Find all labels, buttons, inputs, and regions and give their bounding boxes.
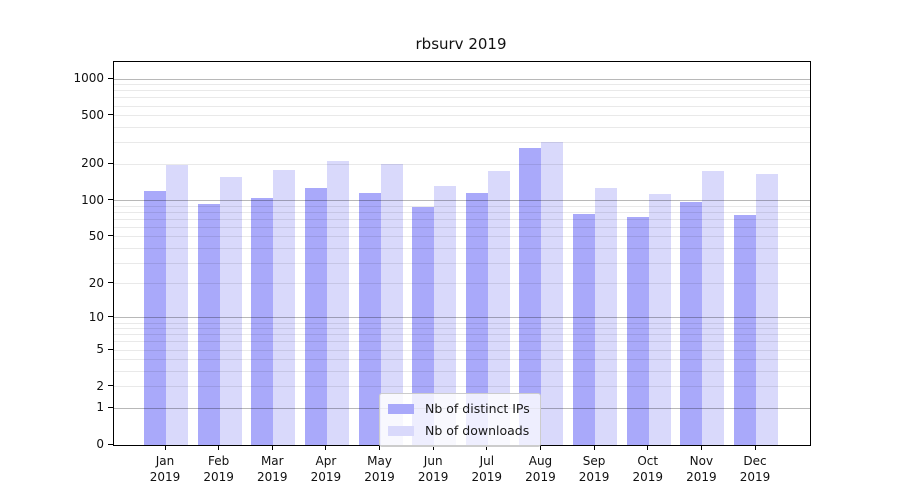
y-axis-tick-mark xyxy=(108,282,113,284)
legend-swatch-downloads-icon xyxy=(388,425,414,436)
bar-distinct-ips-nov xyxy=(680,202,703,445)
x-axis-tick-label: Nov 2019 xyxy=(686,454,717,485)
x-axis-tick-mark xyxy=(539,445,541,450)
y-axis-tick-label: 20 xyxy=(88,275,104,290)
y-axis-tick-label: 5 xyxy=(96,342,104,357)
y-axis-tick-mark xyxy=(108,199,113,201)
bar-downloads-feb xyxy=(219,176,242,445)
bar-distinct-ips-dec xyxy=(734,214,756,445)
y-axis-tick-mark xyxy=(108,348,113,350)
x-axis-tick-label: Aug 2019 xyxy=(525,454,556,485)
x-axis-tick-mark xyxy=(271,445,273,450)
x-axis-tick-mark xyxy=(754,445,756,450)
x-axis-tick-mark xyxy=(325,445,327,450)
y-axis-tick-label: 1 xyxy=(96,400,104,415)
x-axis-tick-mark xyxy=(593,445,595,450)
bar-downloads-oct xyxy=(648,193,671,445)
x-axis-tick-mark xyxy=(486,445,488,450)
y-axis-tick-mark xyxy=(108,235,113,237)
y-axis-tick-mark xyxy=(108,406,113,408)
legend: Nb of distinct IPs Nb of downloads xyxy=(379,393,541,447)
bar-downloads-apr xyxy=(326,161,349,445)
bar-downloads-mar xyxy=(273,169,296,445)
x-axis-tick-mark xyxy=(218,445,220,450)
y-axis-tick-mark xyxy=(108,77,113,79)
bar-downloads-jun xyxy=(434,186,457,445)
bar-distinct-ips-oct xyxy=(626,217,649,445)
x-axis-tick-label: May 2019 xyxy=(364,454,395,485)
x-axis-tick-mark xyxy=(647,445,649,450)
x-axis-tick-label: Mar 2019 xyxy=(256,454,288,485)
y-axis-tick-mark xyxy=(108,114,113,116)
x-axis-tick-label: Jun 2019 xyxy=(417,454,449,485)
x-axis-tick-label: Oct 2019 xyxy=(632,454,663,485)
bar-distinct-ips-sep xyxy=(573,213,596,445)
bar-distinct-ips-jun xyxy=(412,207,435,445)
x-axis-tick-label: Sep 2019 xyxy=(578,454,610,485)
legend-swatch-distinct-ips-icon xyxy=(388,403,414,414)
x-axis-tick-mark xyxy=(700,445,702,450)
bar-distinct-ips-apr xyxy=(304,187,327,445)
plot-area: Nb of distinct IPs Nb of downloads xyxy=(113,61,811,447)
bar-downloads-dec xyxy=(756,174,778,445)
bar-downloads-sep xyxy=(595,188,618,445)
bar-downloads-jul xyxy=(487,171,510,445)
bar-distinct-ips-jan xyxy=(144,190,166,445)
bar-downloads-jan xyxy=(166,164,188,445)
legend-row-distinct-ips: Nb of distinct IPs xyxy=(388,401,530,416)
x-axis-tick-mark xyxy=(164,445,166,450)
y-axis-tick-label: 1000 xyxy=(73,71,104,86)
x-axis-tick-label: Jan 2019 xyxy=(149,454,181,485)
bar-downloads-aug xyxy=(541,142,564,445)
x-axis-tick-label: Apr 2019 xyxy=(310,454,342,485)
bar-downloads-nov xyxy=(702,171,725,445)
y-axis-tick-label: 10 xyxy=(88,309,104,324)
bar-distinct-ips-feb xyxy=(197,203,220,445)
x-axis-tick-mark xyxy=(432,445,434,450)
bar-downloads-may xyxy=(380,163,403,445)
y-axis-tick-label: 50 xyxy=(88,228,104,243)
y-axis-tick-mark xyxy=(108,385,113,387)
y-axis-tick-label: 0 xyxy=(96,437,104,451)
y-axis-tick-label: 500 xyxy=(81,107,104,122)
bar-distinct-ips-mar xyxy=(251,197,274,445)
bars-layer xyxy=(114,62,810,445)
x-axis-tick-label: Feb 2019 xyxy=(203,454,234,485)
y-axis-tick-label: 2 xyxy=(96,378,104,393)
bar-distinct-ips-aug xyxy=(519,148,542,445)
chart-title: rbsurv 2019 xyxy=(415,35,507,53)
x-axis-tick-label: Dec 2019 xyxy=(739,454,771,485)
x-axis-tick-label: Jul 2019 xyxy=(471,454,503,485)
legend-label-downloads: Nb of downloads xyxy=(425,423,530,438)
y-axis-tick-mark xyxy=(108,316,113,318)
x-axis-tick-mark xyxy=(379,445,381,450)
legend-label-distinct-ips: Nb of distinct IPs xyxy=(425,401,530,416)
y-axis-tick-label: 200 xyxy=(81,156,104,171)
bar-distinct-ips-may xyxy=(358,192,381,445)
bar-distinct-ips-jul xyxy=(465,192,488,445)
y-axis-tick-label: 100 xyxy=(81,192,104,207)
y-axis-tick-mark xyxy=(108,162,113,164)
y-axis-tick-mark xyxy=(108,443,113,445)
legend-row-downloads: Nb of downloads xyxy=(388,423,530,438)
